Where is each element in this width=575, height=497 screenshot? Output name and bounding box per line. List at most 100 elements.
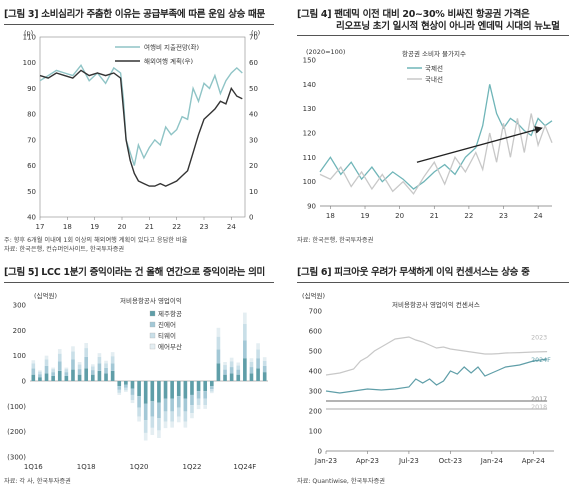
bar-1Q19-s4: [110, 352, 115, 357]
y-tick-label: (300): [7, 454, 26, 462]
bar-2Q18-s3: [90, 366, 95, 371]
bar-4Q16-s1: [51, 375, 55, 381]
bar-4Q21-s3: [183, 411, 188, 422]
series-label-2017: 2017: [531, 396, 547, 403]
bar-2Q23-s2: [223, 369, 227, 375]
figure-6-note: 자료: Quantiwise, 한국투자증권: [297, 478, 385, 485]
bar-1Q18-s2: [84, 356, 89, 369]
y-left-tick-label: 60: [27, 162, 36, 170]
figure-3-title-rule: [4, 24, 274, 25]
y-left-tick-label: 110: [23, 34, 36, 42]
bar-2Q22-s2: [196, 391, 201, 399]
y-right-tick-label: 60: [249, 59, 258, 67]
bar-2Q16-s3: [38, 371, 42, 375]
bar-3Q19-s2: [124, 384, 128, 388]
x-tick-label: 19: [90, 223, 99, 231]
bar-3Q16-s4: [44, 355, 49, 360]
bar-2Q18-s4: [90, 364, 95, 367]
bar-1Q20-s1: [137, 381, 141, 397]
bar-1Q20-s4: [137, 416, 141, 422]
chart-unit: (십억원): [34, 291, 57, 300]
bar-4Q24F-s1: [262, 372, 267, 381]
bar-4Q21-s2: [183, 398, 188, 412]
bar-2Q24F-s1: [249, 373, 254, 381]
bar-1Q24F-s2: [243, 340, 247, 359]
x-tick-label: 24: [227, 223, 236, 231]
figure-5-title-rule: [4, 282, 274, 283]
y-tick-label: 120: [303, 130, 316, 138]
x-tick-label: 1Q18: [77, 463, 96, 471]
bar-3Q23-s3: [229, 361, 234, 368]
bar-1Q22-s2: [190, 394, 194, 406]
bar-2Q19-s3: [117, 389, 122, 393]
y-left-tick-label: 40: [27, 214, 36, 222]
legend-title: 저비용항공사 영업이익 컨센서스: [392, 300, 480, 309]
bar-4Q20-s4: [157, 430, 161, 438]
bar-2Q23-s4: [223, 362, 227, 366]
bar-3Q19-s1: [124, 381, 128, 385]
bar-1Q18-s3: [84, 348, 89, 357]
x-tick-label: Jul-23: [398, 457, 419, 465]
y-tick-label: 700: [309, 308, 322, 316]
chart-figure-4: (2020=100) 90 100 110 120 130 140 150 18 19 20 21 22…: [303, 48, 553, 220]
bar-2Q20-s3: [143, 420, 148, 433]
bar-2Q24F-s4: [249, 358, 254, 362]
bar-4Q16-s4: [51, 367, 55, 370]
bar-3Q24F-s4: [256, 343, 260, 350]
right-axis-unit: (p): [251, 29, 260, 37]
y-tick-label: 400: [309, 368, 322, 376]
legend-swatch-2: [149, 321, 156, 328]
y-tick-label: 500: [309, 348, 322, 356]
bar-2Q22-s1: [196, 381, 201, 392]
bar-4Q21-s4: [183, 421, 188, 428]
figure-3-note-1: 주: 향후 6개월 이내에 1회 이상의 해외여행 계획이 있다고 응답한 비율: [4, 237, 188, 244]
x-tick-label: Oct-23: [439, 457, 463, 465]
series-label-2018: 2018: [531, 404, 547, 411]
bar-3Q22-s2: [203, 391, 208, 399]
bar-1Q23-s1: [216, 363, 221, 381]
figure-4-title-line2: 리오프닝 초기 일시적 현상이 아니라 엔데믹 시대의 뉴노멀: [336, 21, 560, 32]
bar-1Q23-s4: [216, 327, 221, 337]
bar-4Q16-s3: [51, 369, 55, 373]
x-tick-label: 1Q24F: [233, 463, 256, 471]
bar-2Q16-s1: [38, 377, 42, 381]
bar-3Q20-s1: [150, 381, 155, 402]
bar-4Q17-s2: [77, 369, 82, 375]
bar-2Q17-s2: [64, 372, 69, 376]
figure-4-title: [그림 4] 팬데믹 이전 대비 20~30% 비싸진 항공권 가격은: [297, 9, 530, 20]
bar-4Q24F-s3: [262, 360, 267, 366]
bar-1Q17-s2: [57, 361, 62, 371]
bar-1Q22-s3: [190, 405, 194, 414]
bar-2Q21-s4: [170, 421, 174, 428]
bar-4Q17-s4: [77, 362, 82, 365]
x-tick-label: 23: [200, 223, 209, 231]
x-tick-label: Jan-23: [314, 457, 337, 465]
y-tick-label: 140: [303, 81, 316, 89]
bar-4Q24F-s4: [262, 357, 267, 361]
figure-3-note-2: 자료: 한국은행, 컨슈머인사이트, 한국투자증권: [4, 246, 125, 253]
bar-1Q24F-s3: [243, 324, 247, 341]
bar-2Q22-s4: [196, 405, 201, 410]
bar-1Q18-s1: [84, 368, 89, 381]
y-tick-label: (200): [7, 428, 26, 436]
bar-4Q19-s4: [130, 400, 135, 404]
y-left-tick-label: 50: [27, 188, 36, 196]
bar-2Q20-s1: [143, 381, 148, 404]
legend-label-2: 해외여행 계획(우): [144, 57, 193, 66]
figure-3-title: [그림 3] 소비심리가 주춤한 이유는 공급부족에 따른 운임 상승 때문: [4, 9, 265, 20]
bar-2Q17-s4: [64, 367, 69, 370]
x-tick-label: 21: [145, 223, 154, 231]
figure-5-note: 자료: 각 사, 한국투자증권: [4, 478, 71, 485]
x-tick-label: Apr-24: [522, 457, 546, 465]
bar-1Q23-s3: [216, 336, 221, 350]
legend-label-4: 에어부산: [158, 342, 182, 351]
bar-4Q19-s3: [130, 394, 135, 400]
bar-1Q18-s4: [84, 343, 89, 349]
bar-4Q22-s2: [209, 386, 214, 390]
legend-swatch-3: [149, 332, 156, 339]
figure-6-title: [그림 6] 피크아웃 우려가 무색하게 이익 컨센서스는 상승 중: [297, 267, 530, 278]
bar-2Q17-s3: [64, 369, 69, 373]
x-tick-label: 20: [395, 212, 404, 220]
x-tick-label: Apr-23: [356, 457, 379, 465]
bar-1Q20-s2: [137, 396, 141, 408]
